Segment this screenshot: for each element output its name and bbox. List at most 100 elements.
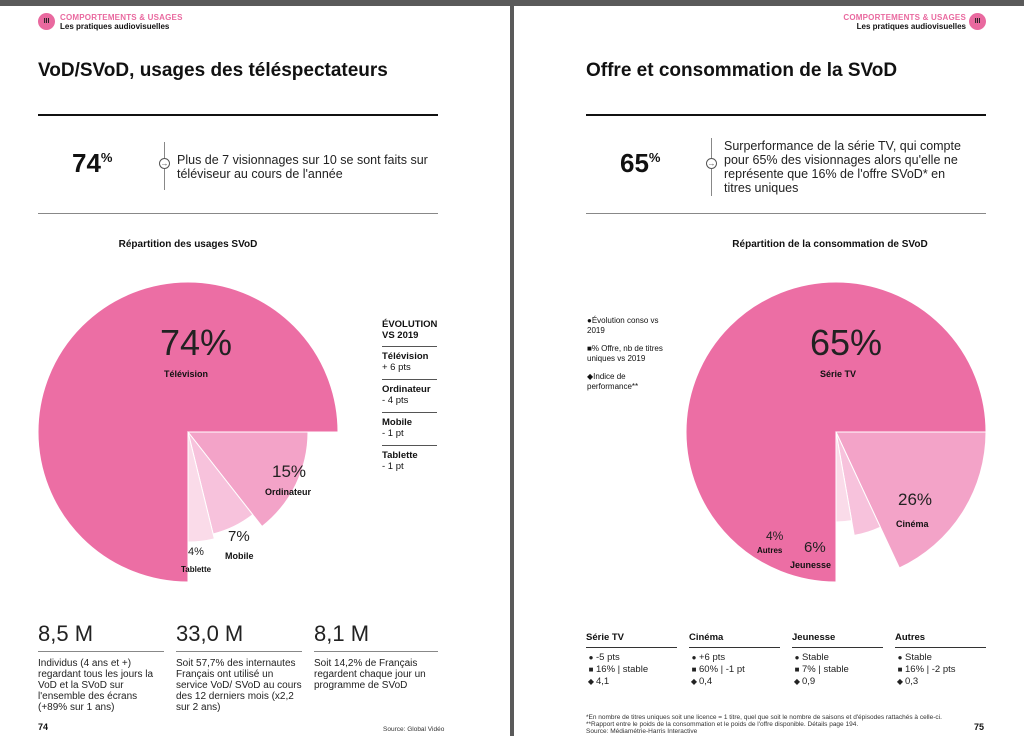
stat-rule [38, 213, 438, 214]
number-value: 8,1 M [314, 621, 370, 646]
number-value: 8,5 M [38, 621, 94, 646]
column-rule [895, 647, 986, 648]
title-rule [586, 114, 986, 116]
diamond-icon: ◆ [587, 372, 594, 381]
chart-title: Répartition de la consommation de SVoD [732, 239, 928, 250]
legend-heading: ÉVOLUTION VS 2019 [382, 319, 438, 341]
slice-ordinateur [186, 431, 309, 528]
footnote-source: Source: Médiamétrie-Harris Interactive [586, 728, 698, 735]
slice-label-tablette: Tablette [181, 565, 212, 574]
number-text: Soit 14,2% de Français regardent chaque … [314, 658, 426, 691]
slice-jeunesse [835, 431, 882, 536]
arrow-right-icon: → [706, 158, 717, 169]
number-block-internet-users: 33,0 M Soit 57,7% des internautes França… [176, 621, 302, 713]
page-title: Offre et consommation de la SVoD [586, 60, 898, 81]
section-badge: III [969, 13, 986, 30]
circle-icon: ● [588, 653, 594, 662]
section-label: COMPORTEMENTS & USAGES [60, 13, 183, 22]
diamond-icon: ◆ [896, 677, 904, 686]
number-block-daily-viewers: 8,5 M Individus (4 ans et +) regardant t… [38, 621, 164, 713]
number-rule [38, 651, 164, 652]
legend-divider [382, 412, 437, 413]
row-indice: ◆ 0,3 [896, 676, 919, 687]
column-rule [689, 647, 780, 648]
row-indice: ◆ 0,9 [793, 676, 816, 687]
stat-rule [586, 213, 986, 214]
number-rule [176, 651, 302, 652]
left-page: III COMPORTEMENTS & USAGES Les pratiques… [0, 6, 510, 736]
legend-item-tablette: Tablette - 1 pt [382, 450, 418, 472]
row-evolution: ● Stable [895, 652, 986, 664]
row-evolution: ● -5 pts [586, 652, 677, 664]
slice-label-television: Télévision [164, 369, 209, 379]
slice-pct-autres: 4% [766, 529, 784, 543]
row-offre: ■ 16% | stable [586, 664, 677, 676]
column-cinema: Cinéma ● +6 pts ■ 60% | -1 pt ◆ 0,4 [689, 632, 780, 688]
slice-cinema [835, 431, 986, 569]
slice-label-ordinateur: Ordinateur [265, 487, 312, 497]
slice-pct-ordinateur: 15% [272, 462, 307, 481]
number-text: Soit 57,7% des internautes Français ont … [176, 658, 302, 713]
slice-pct-television: 74% [160, 322, 233, 363]
consumption-pie-chart [686, 282, 986, 582]
column-header: Série TV [586, 632, 625, 643]
right-page: COMPORTEMENTS & USAGES Les pratiques aud… [514, 6, 1024, 736]
column-header: Jeunesse [792, 632, 836, 643]
number-text: Individus (4 ans et +) regardant tous le… [38, 658, 154, 713]
legend-item-ordinateur: Ordinateur - 4 pts [382, 384, 431, 406]
subsection-label: Les pratiques audiovisuelles [60, 22, 170, 31]
slice-pct-cinema: 26% [898, 490, 933, 509]
key-stat: 74% [72, 148, 113, 178]
circle-icon: ● [897, 653, 903, 662]
row-evolution: ● Stable [792, 652, 883, 664]
row-offre: ■ 7% | stable [792, 664, 883, 676]
slice-label-serie-tv: Série TV [820, 369, 857, 379]
square-icon: ■ [587, 344, 592, 353]
row-indice: ◆ 4,1 [587, 676, 610, 687]
row-evolution: ● +6 pts [689, 652, 780, 664]
square-icon: ■ [897, 665, 903, 674]
legend-item-television: Télévision + 6 pts [382, 351, 429, 373]
slice-television [38, 282, 338, 582]
slice-label-jeunesse: Jeunesse [790, 560, 832, 570]
key-item-offre: ■% Offre, nb de titres uniques vs 2019 [587, 344, 663, 363]
page-number: 75 [974, 722, 985, 732]
title-rule [38, 114, 438, 116]
usage-pie-chart [38, 282, 338, 582]
footnote-2: **Rapport entre le poids de la consommat… [586, 721, 859, 728]
column-header: Cinéma [689, 632, 724, 643]
slice-tablette [187, 431, 215, 543]
diamond-icon: ◆ [690, 677, 698, 686]
source-note: Source: Global Vidéo [383, 726, 445, 733]
number-rule [314, 651, 438, 652]
slice-pct-serie-tv: 65% [810, 322, 883, 363]
row-offre: ■ 16% | -2 pts [895, 664, 986, 676]
column-jeunesse: Jeunesse ● Stable ■ 7% | stable ◆ 0,9 [792, 632, 883, 688]
slice-pct-tablette: 4% [188, 546, 204, 558]
slice-label-autres: Autres [757, 546, 783, 555]
arrow-right-icon: → [159, 158, 170, 169]
circle-icon: ● [691, 653, 697, 662]
square-icon: ■ [794, 665, 800, 674]
section-badge: III [38, 13, 55, 30]
circle-icon: ● [587, 316, 592, 325]
number-value: 33,0 M [176, 621, 244, 646]
footnotes: *En nombre de titres uniques soit une li… [586, 714, 956, 735]
key-stat-text: Plus de 7 visionnages sur 10 se sont fai… [177, 153, 428, 181]
footnote-1: *En nombre de titres uniques soit une li… [586, 714, 942, 721]
category-table: Série TV ● -5 pts ■ 16% | stable ◆ 4,1 Ciné… [586, 632, 986, 688]
column-rule [792, 647, 883, 648]
legend-divider [382, 379, 437, 380]
legend-divider [382, 346, 437, 347]
slice-label-cinema: Cinéma [896, 519, 929, 529]
key-item-evolution: ●Évolution conso vs 2019 [587, 316, 659, 335]
page-number: 74 [38, 722, 49, 732]
subsection-label: Les pratiques audiovisuelles [856, 22, 966, 31]
column-serie-tv: Série TV ● -5 pts ■ 16% | stable ◆ 4,1 [586, 632, 677, 688]
row-offre: ■ 60% | -1 pt [689, 664, 780, 676]
section-label: COMPORTEMENTS & USAGES [843, 13, 966, 22]
diamond-icon: ◆ [587, 677, 595, 686]
slice-label-mobile: Mobile [225, 551, 254, 561]
legend-divider [382, 445, 437, 446]
square-icon: ■ [691, 665, 697, 674]
